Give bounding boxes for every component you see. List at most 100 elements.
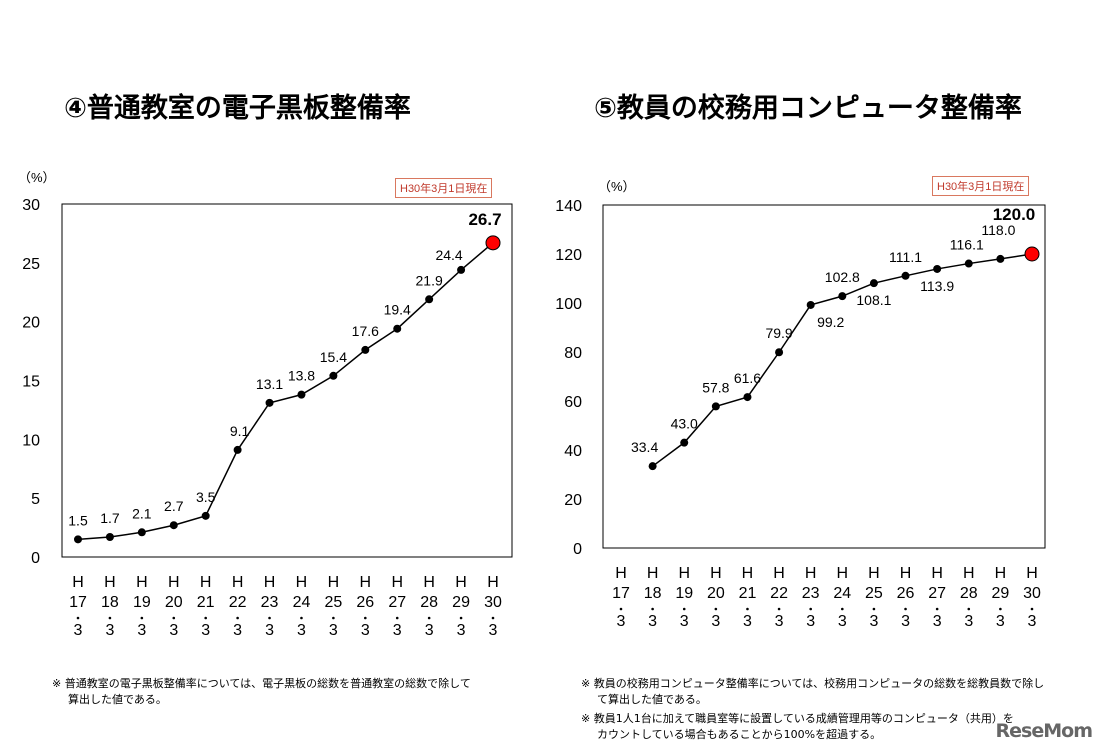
data-label: 19.4	[384, 302, 411, 318]
data-point	[393, 324, 402, 333]
y-tick-label: 10	[22, 432, 40, 449]
y-tick-label: 140	[555, 198, 582, 215]
x-tick-label-era: H	[678, 565, 690, 582]
x-tick-label-month: 3	[361, 622, 370, 639]
x-tick-label-year: 21	[739, 585, 757, 602]
x-tick-label-year: 17	[69, 594, 87, 611]
x-tick-separator-dot	[204, 616, 207, 620]
data-label: 1.5	[68, 512, 88, 528]
x-tick-label-year: 20	[707, 585, 725, 602]
y-tick-label: 15	[22, 374, 40, 391]
data-label: 99.2	[817, 314, 844, 330]
data-point	[996, 254, 1005, 263]
x-tick-separator-dot	[746, 607, 749, 611]
data-point	[775, 348, 784, 357]
x-tick-label-year: 22	[229, 594, 247, 611]
x-tick-label-era: H	[72, 574, 84, 591]
x-tick-label-month: 3	[457, 622, 466, 639]
x-tick-label-era: H	[900, 565, 912, 582]
x-tick-label-year: 17	[612, 585, 630, 602]
x-tick-label-year: 18	[644, 585, 662, 602]
x-tick-label-year: 19	[133, 594, 151, 611]
data-point	[901, 271, 910, 280]
data-label: 118.0	[981, 222, 1015, 238]
x-tick-label-year: 27	[388, 594, 406, 611]
data-label: 21.9	[416, 272, 443, 288]
x-tick-label-era: H	[615, 565, 627, 582]
x-tick-label-year: 25	[865, 585, 883, 602]
x-tick-label-year: 29	[452, 594, 470, 611]
y-axis-unit: （%）	[598, 179, 636, 194]
x-tick-separator-dot	[268, 616, 271, 620]
data-label: 2.7	[164, 498, 184, 514]
data-label: 108.1	[856, 292, 891, 308]
data-point	[329, 371, 338, 380]
data-point	[964, 259, 973, 268]
x-tick-label-era: H	[328, 574, 340, 591]
x-tick-label-month: 3	[393, 622, 402, 639]
data-label: 13.1	[256, 376, 283, 392]
x-tick-separator-dot	[619, 607, 623, 611]
x-tick-label-era: H	[647, 565, 659, 582]
x-tick-label-year: 21	[197, 594, 215, 611]
x-tick-label-era: H	[487, 574, 499, 591]
data-point	[648, 462, 657, 471]
watermark-logo: ReseMom	[995, 720, 1093, 742]
data-point	[457, 265, 466, 274]
x-tick-separator-dot	[140, 616, 144, 620]
x-tick-label-era: H	[136, 574, 148, 591]
x-tick-separator-dot	[427, 616, 431, 620]
data-point	[169, 521, 178, 530]
data-point	[233, 445, 242, 454]
x-tick-label-month: 3	[648, 613, 657, 630]
data-label: 43.0	[671, 416, 698, 432]
data-label: 9.1	[230, 423, 250, 439]
x-tick-separator-dot	[777, 607, 781, 611]
x-tick-label-month: 3	[617, 613, 626, 630]
x-tick-label-year: 23	[802, 585, 820, 602]
x-tick-separator-dot	[332, 616, 335, 620]
y-tick-label: 0	[573, 541, 582, 558]
y-tick-label: 100	[555, 296, 582, 313]
x-tick-label-year: 28	[420, 594, 438, 611]
y-tick-label: 40	[564, 443, 582, 460]
data-point	[425, 295, 434, 304]
x-tick-label-year: 30	[1023, 585, 1041, 602]
x-tick-label-month: 3	[996, 613, 1005, 630]
x-tick-label-month: 3	[297, 622, 306, 639]
x-tick-label-month: 3	[1028, 613, 1037, 630]
chart-1-note: ※ 普通教室の電子黒板整備率については、電子黒板の総数を普通教室の総数で除して …	[52, 676, 471, 708]
note-line: カウントしている場合もあることから100%を超過する。	[597, 728, 882, 741]
x-tick-label-year: 27	[928, 585, 946, 602]
chart-2-date-badge: H30年3月1日現在	[932, 176, 1030, 196]
x-tick-label-year: 29	[991, 585, 1009, 602]
data-label: 17.6	[352, 323, 379, 339]
x-tick-separator-dot	[872, 607, 876, 611]
x-tick-label-month: 3	[775, 613, 784, 630]
x-tick-label-month: 3	[169, 622, 178, 639]
data-label: 33.4	[631, 439, 658, 455]
x-tick-label-era: H	[995, 565, 1007, 582]
x-tick-label-era: H	[805, 565, 817, 582]
data-point	[680, 438, 689, 447]
x-tick-label-month: 3	[869, 613, 878, 630]
x-tick-label-month: 3	[265, 622, 274, 639]
chart-2-note: ※ 教員の校務用コンピュータ整備率については、校務用コンピュータの総数を総教員数…	[581, 676, 1044, 743]
x-tick-separator-dot	[172, 616, 176, 620]
data-point	[74, 535, 82, 544]
x-tick-label-year: 19	[675, 585, 693, 602]
note-line: て算出した値である。	[597, 693, 707, 706]
chart-1-title: ④普通教室の電子黒板整備率	[64, 93, 411, 124]
data-label: 116.1	[950, 237, 984, 253]
x-tick-label-era: H	[391, 574, 403, 591]
data-label: 111.1	[889, 249, 922, 265]
series-line	[652, 253, 1033, 467]
x-tick-label-month: 3	[425, 622, 434, 639]
x-tick-label-era: H	[710, 565, 722, 582]
x-tick-separator-dot	[491, 616, 495, 620]
x-tick-separator-dot	[459, 616, 463, 620]
x-tick-separator-dot	[999, 607, 1002, 611]
data-point	[361, 345, 370, 354]
x-tick-label-era: H	[455, 574, 467, 591]
